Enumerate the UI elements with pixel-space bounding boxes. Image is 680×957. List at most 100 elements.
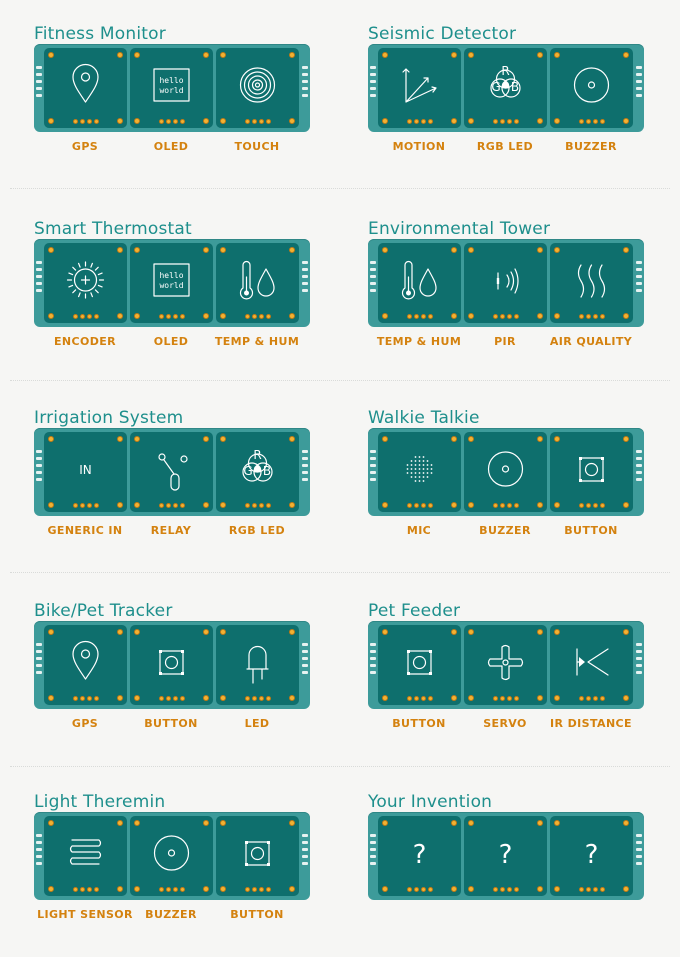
project-card: Light Theremin LIGHT SENSOR BUZZER BUTTON [34, 792, 324, 921]
module-label: BUTTON [144, 717, 198, 730]
module-board [34, 812, 310, 900]
project-card: Walkie Talkie MIC BUZZER BUTTON [368, 408, 658, 537]
module-label: AIR QUALITY [549, 335, 633, 348]
encoder-dial-icon [66, 261, 105, 299]
ir-distance-icon [576, 648, 609, 676]
rgb-letter-b: B [511, 80, 519, 94]
servo-icon [487, 644, 524, 681]
module-label: TEMP & HUM [214, 335, 300, 348]
sensor-module [216, 625, 299, 705]
row-divider [10, 572, 670, 573]
module-label: RELAY [150, 524, 192, 537]
right-pin-header [636, 834, 642, 869]
module-board: hello world [34, 44, 310, 132]
project-card: Irrigation System IN R G B GENERIC IN RELAY RGB… [34, 408, 324, 537]
left-pin-header [36, 450, 42, 485]
module-label: BUTTON [392, 717, 446, 730]
row-divider [10, 380, 670, 381]
sensor-module [550, 243, 633, 323]
project-title: Fitness Monitor [34, 24, 166, 44]
axes-icon [402, 68, 437, 103]
sensor-module [464, 243, 547, 323]
sensor-module [44, 816, 127, 896]
thermometer-drop-icon [239, 260, 275, 300]
rgb-letter-b: B [263, 464, 271, 478]
module-label: PIR [494, 335, 516, 348]
right-pin-header [636, 643, 642, 678]
left-pin-header [36, 66, 42, 101]
module-label: OLED [153, 335, 189, 348]
push-button-icon [407, 650, 432, 675]
left-pin-header [36, 834, 42, 869]
module-label: LED [244, 717, 270, 730]
right-pin-header [302, 66, 308, 101]
right-pin-header [636, 450, 642, 485]
module-label: MIC [406, 524, 432, 537]
light-sensor-icon [69, 839, 102, 865]
buzzer-icon [153, 835, 190, 871]
sensor-module [550, 432, 633, 512]
rgb-letter-g: G [243, 464, 252, 478]
sensor-module [464, 432, 547, 512]
rgb-circles-icon: RG B [490, 64, 521, 98]
relay-switch-icon [158, 453, 188, 491]
module-board [368, 239, 644, 327]
module-label: TEMP & HUM [376, 335, 462, 348]
map-pin-icon [72, 63, 99, 103]
module-label: ENCODER [53, 335, 117, 348]
question-mark-icon: ? [585, 840, 599, 870]
left-pin-header [36, 261, 42, 296]
sensor-module [130, 816, 213, 896]
question-mark-icon: ? [413, 840, 427, 870]
row-divider [10, 188, 670, 189]
module-board: hello world [34, 239, 310, 327]
module-label: OLED [153, 140, 189, 153]
left-pin-header [370, 450, 376, 485]
sensor-module [44, 625, 127, 705]
module-board [368, 621, 644, 709]
module-label: GENERIC IN [47, 524, 123, 537]
led-icon [246, 645, 269, 684]
push-button-icon [159, 650, 184, 675]
module-label: RGB LED [228, 524, 286, 537]
motion-waves-icon [496, 268, 519, 294]
project-title: Your Invention [368, 792, 493, 812]
project-title: Walkie Talkie [368, 408, 480, 428]
module-label: SERVO [483, 717, 527, 730]
module-board [34, 621, 310, 709]
sensor-module [378, 625, 461, 705]
module-label: GPS [71, 140, 99, 153]
rgb-circles-icon: RG B [242, 448, 273, 482]
left-pin-header [370, 643, 376, 678]
project-card: Smart Thermostat hello world ENCODER OLED TEM… [34, 219, 324, 348]
sensor-module [550, 48, 633, 128]
question-mark-text: ? [585, 840, 599, 870]
module-label: IR DISTANCE [550, 717, 632, 730]
push-button-icon [579, 457, 604, 482]
module-label: MOTION [392, 140, 446, 153]
project-card: Seismic Detector R G B MOTION RGB LED BUZZER [368, 24, 658, 153]
right-pin-header [636, 66, 642, 101]
project-title: Irrigation System [34, 408, 184, 428]
sensor-module: IN [44, 432, 127, 512]
project-card: Pet Feeder BUTTON SERVO IR DISTANCE [368, 601, 658, 730]
project-card: Environmental Tower TEMP & HUM PIR AIR QUAL… [368, 219, 658, 348]
module-label: BUTTON [564, 524, 618, 537]
module-label: TOUCH [234, 140, 280, 153]
buzzer-icon [573, 67, 610, 103]
question-mark-icon: ? [499, 840, 513, 870]
sensor-module: ? [464, 816, 547, 896]
sensor-module [550, 625, 633, 705]
sensor-module [44, 243, 127, 323]
oled-text-line: hello [159, 76, 183, 85]
right-pin-header [302, 643, 308, 678]
module-label: LIGHT SENSOR [37, 908, 133, 921]
module-board [368, 428, 644, 516]
left-pin-header [370, 834, 376, 869]
sensor-module: ? [550, 816, 633, 896]
